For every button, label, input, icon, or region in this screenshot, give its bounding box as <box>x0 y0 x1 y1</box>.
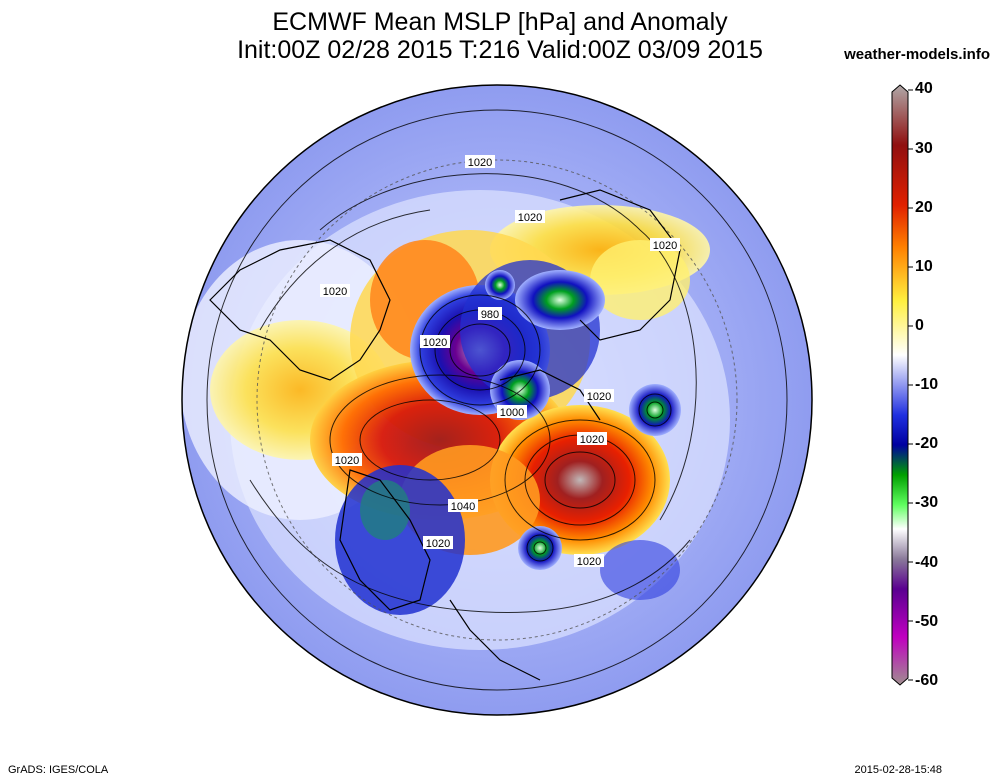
isobar-label: 1020 <box>423 536 453 550</box>
svg-text:980: 980 <box>481 309 499 321</box>
isobar-label: 1020 <box>465 155 495 169</box>
svg-text:1020: 1020 <box>653 240 677 252</box>
colorbar-tick-label: -50 <box>915 613 939 630</box>
timestamp-label: 2015-02-28-15:48 <box>854 764 942 776</box>
colorbar-tick-label: -30 <box>915 494 939 511</box>
colorbar-tick-label: 0 <box>915 317 924 334</box>
isobar-label: 980 <box>478 307 502 321</box>
svg-text:1020: 1020 <box>323 286 347 298</box>
isobar-label: 1000 <box>497 405 527 419</box>
svg-text:1020: 1020 <box>577 556 601 568</box>
site-label: weather-models.info <box>844 46 990 63</box>
credit-label: GrADS: IGES/COLA <box>8 764 109 776</box>
svg-text:1020: 1020 <box>426 538 450 550</box>
colorbar-tick-label: -20 <box>915 435 939 452</box>
colorbar-tick-label: -40 <box>915 554 939 571</box>
colorbar-tick-label: -10 <box>915 376 939 393</box>
isobar-label: 1020 <box>320 284 350 298</box>
svg-text:1020: 1020 <box>423 337 447 349</box>
svg-text:1020: 1020 <box>580 434 604 446</box>
isobar-label: 1020 <box>574 554 604 568</box>
colorbar-tick-label: 30 <box>915 140 933 157</box>
map-title: ECMWF Mean MSLP [hPa] and Anomaly <box>272 8 728 36</box>
isobar-label: 1020 <box>650 238 680 252</box>
svg-text:1020: 1020 <box>335 455 359 467</box>
colorbar-tick-label: 10 <box>915 258 933 275</box>
colorbar-tick-label: 40 <box>915 80 933 97</box>
colorbar-tick-label: 20 <box>915 199 933 216</box>
svg-text:1020: 1020 <box>468 157 492 169</box>
svg-text:1000: 1000 <box>500 407 524 419</box>
isobar-label: 1020 <box>515 210 545 224</box>
isobar-label: 1020 <box>420 335 450 349</box>
isobar-label: 1020 <box>332 453 362 467</box>
svg-text:1020: 1020 <box>587 391 611 403</box>
isobar-label: 1020 <box>584 389 614 403</box>
colorbar-tick-label: -60 <box>915 672 939 689</box>
map-subtitle: Init:00Z 02/28 2015 T:216 Valid:00Z 03/0… <box>237 36 763 64</box>
isobar-label: 1020 <box>577 432 607 446</box>
isobar-label: 1040 <box>448 499 478 513</box>
svg-text:1040: 1040 <box>451 501 475 513</box>
svg-text:1020: 1020 <box>518 212 542 224</box>
anomaly-colorbar <box>891 84 913 686</box>
